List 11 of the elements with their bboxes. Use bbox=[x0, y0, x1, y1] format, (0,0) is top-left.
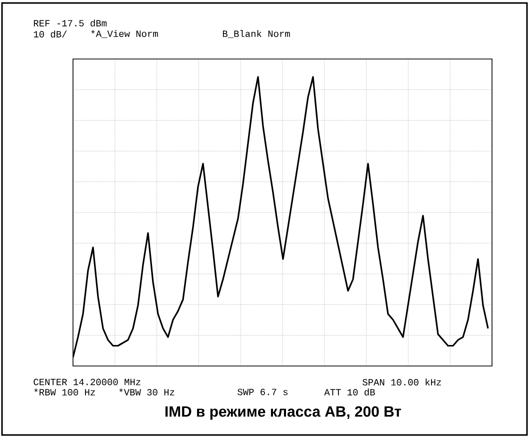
text: REF -17.5 dBm bbox=[34, 20, 107, 26]
text: *A_View Norm bbox=[91, 30, 158, 38]
text: *RBW 100 Hz bbox=[34, 388, 95, 396]
text: SWP 6.7 s bbox=[238, 388, 288, 396]
text: B_Blank Norm bbox=[222, 30, 290, 38]
text: ATT 10 dB bbox=[324, 388, 375, 396]
text: CENTER 14.20000 MHz bbox=[34, 378, 140, 386]
text: 10 dB/ bbox=[34, 30, 67, 38]
text: *VBW 30 Hz bbox=[119, 388, 174, 396]
text: IMD в режиме класса AB, 200 Вт bbox=[165, 406, 402, 420]
text: SPAN 10.00 kHz bbox=[362, 378, 441, 386]
